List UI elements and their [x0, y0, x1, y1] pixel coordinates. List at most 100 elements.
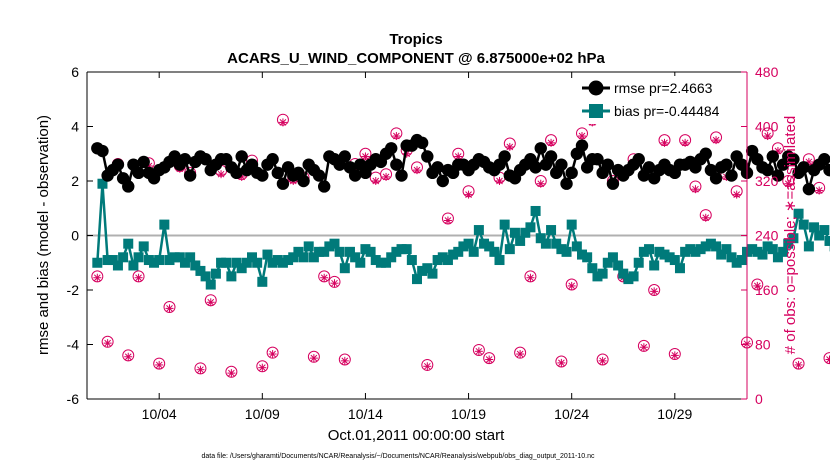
- rmse-point: [421, 150, 434, 163]
- bias-point: [226, 271, 237, 282]
- bias-point: [473, 225, 484, 236]
- bias-point: [752, 246, 763, 257]
- obs-assimilated-point: [413, 166, 421, 175]
- obs-assimilated-point: [691, 185, 700, 194]
- bias-point: [375, 257, 386, 268]
- obs-assimilated-stroke: [217, 170, 225, 178]
- bias-point: [298, 252, 309, 263]
- rmse-point: [431, 161, 444, 174]
- y-tick-label-left: -2: [67, 282, 80, 298]
- obs-assimilated-point: [547, 138, 556, 147]
- obs-possible-point: [555, 355, 568, 368]
- obs-possible-point: [483, 352, 496, 365]
- rmse-point: [766, 150, 779, 163]
- rmse-point: [720, 158, 733, 171]
- bias-point: [133, 252, 144, 263]
- obs-assimilated-stroke: [753, 282, 761, 290]
- rmse-point: [183, 169, 197, 182]
- obs-assimilated-stroke: [124, 353, 132, 361]
- bias-point: [236, 263, 247, 274]
- bias-point: [247, 252, 257, 263]
- obs-assimilated-point: [701, 213, 710, 222]
- data-file-footnote: data file: /Users/gharamti/Documents/NCA…: [201, 453, 595, 460]
- obs-possible-point: [514, 346, 527, 359]
- obs-assimilated-stroke: [640, 343, 648, 351]
- obs-assimilated-point: [340, 356, 349, 365]
- bias-point: [592, 271, 603, 282]
- obs-possible-point: [792, 357, 805, 370]
- rmse-point: [575, 139, 589, 152]
- x-tick-label: 10/19: [451, 406, 486, 422]
- obs-assimilated-point: [464, 190, 473, 199]
- plot-area: [87, 72, 747, 399]
- bias-point: [97, 178, 108, 189]
- obs-assimilated-stroke: [93, 274, 101, 282]
- y-tick-label-left: 0: [71, 228, 79, 244]
- obs-assimilated-stroke: [341, 357, 349, 365]
- bias-point: [638, 246, 649, 257]
- bias-point: [169, 252, 180, 263]
- rmse-point: [266, 153, 279, 166]
- bias-point: [520, 227, 531, 238]
- bias-point: [788, 233, 799, 244]
- obs-possible-point: [153, 357, 166, 370]
- bias-point: [747, 244, 758, 255]
- bias-point: [92, 257, 103, 268]
- legend-bias-marker: [589, 104, 603, 118]
- bias-point: [731, 257, 742, 268]
- bias-point: [231, 257, 242, 268]
- obs-possible-point: [122, 349, 135, 362]
- bias-point: [654, 246, 665, 257]
- bias-point: [334, 246, 345, 257]
- obs-assimilated-stroke: [258, 364, 266, 372]
- obs-assimilated-point: [567, 281, 576, 290]
- bias-point: [767, 244, 778, 255]
- series-layer: [91, 113, 830, 378]
- obs-assimilated-point: [165, 304, 174, 313]
- obs-assimilated-point: [392, 132, 401, 141]
- obs-assimilated-stroke: [279, 119, 287, 126]
- obs-assimilated-stroke: [671, 352, 679, 359]
- obs-assimilated-stroke: [547, 139, 555, 147]
- rmse-point: [122, 180, 135, 193]
- bias-point: [793, 208, 804, 219]
- obs-assimilated-point: [423, 362, 432, 371]
- bias-point: [293, 246, 304, 257]
- bias-point: [412, 274, 422, 285]
- bias-point: [154, 255, 165, 266]
- obs-assimilated-point: [650, 287, 659, 296]
- obs-assimilated-stroke: [733, 191, 741, 198]
- bias-point: [324, 241, 335, 252]
- obs-possible-point: [163, 301, 176, 314]
- obs-assimilated-stroke: [784, 180, 792, 188]
- bias-point: [123, 238, 134, 249]
- y-tick-label-right: 400: [755, 119, 779, 135]
- legend: rmse pr=2.4663 bias pr=-0.44484: [578, 76, 740, 124]
- bias-point: [448, 249, 459, 260]
- bias-point: [772, 252, 783, 263]
- bias-point: [221, 257, 232, 268]
- y-tick-label-left: -6: [67, 391, 80, 407]
- obs-assimilated-stroke: [413, 166, 421, 174]
- y-tick-label-right: 480: [755, 64, 779, 80]
- obs-assimilated-point: [258, 363, 267, 372]
- bias-point: [577, 249, 587, 260]
- rmse-point: [276, 177, 290, 190]
- bias-point: [350, 252, 361, 263]
- obs-assimilated-point: [763, 132, 772, 141]
- rmse-point: [823, 163, 830, 177]
- bias-point: [628, 271, 639, 282]
- bias-point: [437, 252, 448, 263]
- bias-point: [468, 246, 479, 257]
- rmse-point: [199, 153, 212, 166]
- rmse-point: [699, 147, 712, 160]
- x-tick-label: 10/14: [348, 406, 383, 422]
- bias-point: [721, 244, 732, 255]
- rmse-point: [555, 158, 568, 171]
- obs-assimilated-stroke: [578, 132, 586, 140]
- bias-point: [391, 246, 402, 257]
- obs-assimilated-point: [330, 279, 339, 288]
- bias-point: [489, 246, 500, 257]
- x-tick-label: 10/09: [245, 406, 280, 422]
- obs-assimilated-point: [320, 273, 329, 282]
